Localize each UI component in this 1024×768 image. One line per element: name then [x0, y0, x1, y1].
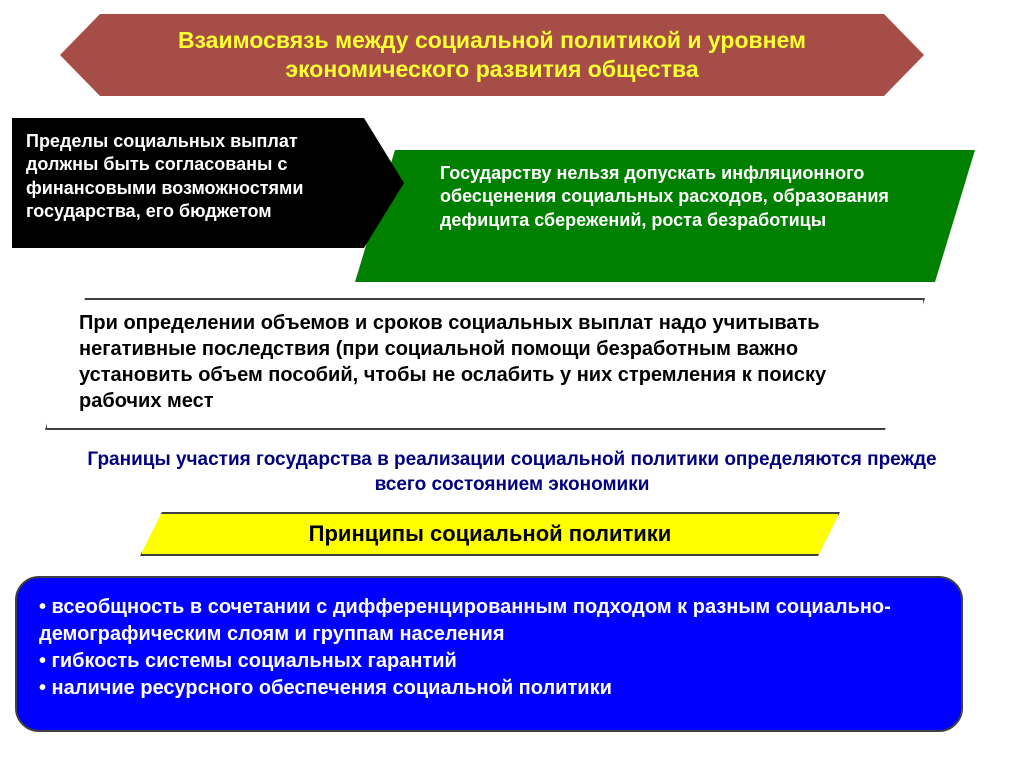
white-parallelogram-box: При определении объемов и сроков социаль… — [45, 298, 925, 430]
mid-text-content: Границы участия государства в реализации… — [87, 449, 936, 495]
principle-bullet-1: • всеобщность в сочетании с дифференциро… — [39, 594, 939, 648]
green-parallelogram-box: Государству нельзя допускать инфляционно… — [355, 150, 975, 282]
title-banner: Взаимосвязь между социальной политикой и… — [60, 14, 924, 96]
green-box-text: Государству нельзя допускать инфляционно… — [440, 163, 889, 230]
yellow-box-text: Принципы социальной политики — [309, 521, 672, 547]
principle-bullet-2: • гибкость системы социальных гарантий — [39, 648, 939, 675]
blue-principles-box: • всеобщность в сочетании с дифференциро… — [15, 576, 963, 732]
title-text: Взаимосвязь между социальной политикой и… — [120, 26, 864, 84]
principle-bullet-3: • наличие ресурсного обеспечения социаль… — [39, 675, 939, 702]
black-box-text: Пределы социальных выплат должны быть со… — [26, 131, 303, 221]
black-arrow-box: Пределы социальных выплат должны быть со… — [12, 118, 404, 248]
middle-statement: Границы участия государства в реализации… — [0, 448, 1024, 497]
white-box-text: При определении объемов и сроков социаль… — [79, 312, 826, 412]
yellow-header-box: Принципы социальной политики — [140, 512, 840, 556]
